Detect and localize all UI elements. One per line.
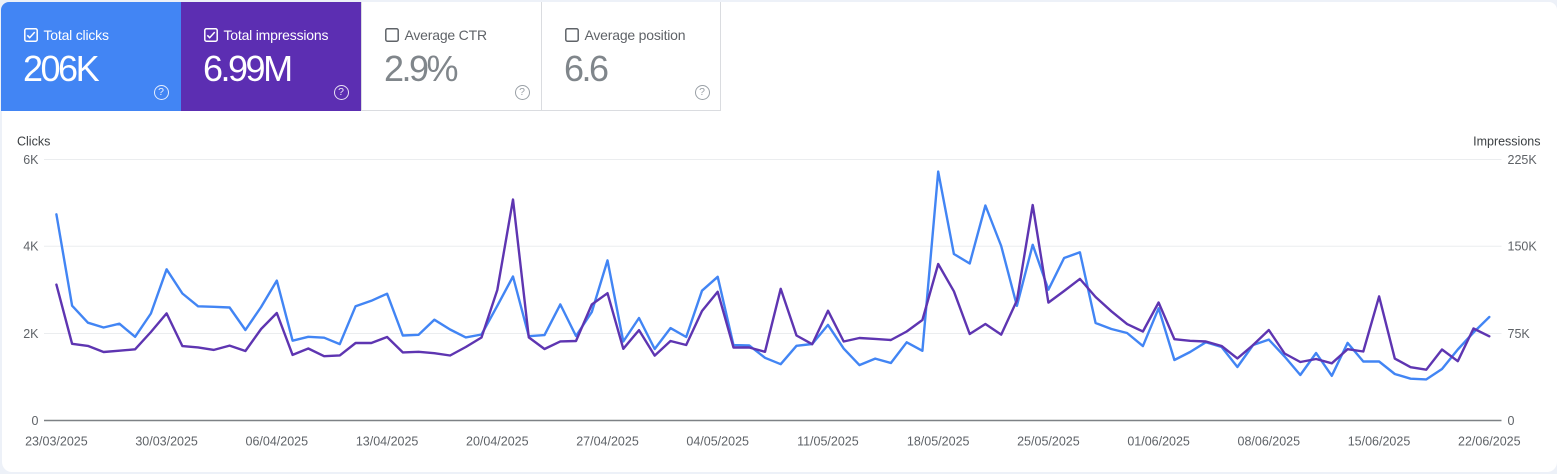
svg-text:18/05/2025: 18/05/2025 [907,434,970,448]
svg-text:6K: 6K [23,153,39,167]
svg-text:27/04/2025: 27/04/2025 [576,434,639,448]
svg-text:15/06/2025: 15/06/2025 [1348,434,1411,448]
svg-text:22/06/2025: 22/06/2025 [1458,434,1521,448]
svg-text:23/03/2025: 23/03/2025 [25,434,88,448]
svg-text:30/03/2025: 30/03/2025 [135,434,198,448]
svg-text:25/05/2025: 25/05/2025 [1017,434,1080,448]
svg-text:225K: 225K [1508,153,1538,167]
svg-text:150K: 150K [1508,240,1538,254]
svg-text:Impressions: Impressions [1473,135,1540,149]
svg-text:75K: 75K [1508,327,1531,341]
svg-text:04/05/2025: 04/05/2025 [686,434,749,448]
svg-text:4K: 4K [23,240,39,254]
svg-text:08/06/2025: 08/06/2025 [1238,434,1301,448]
svg-text:20/04/2025: 20/04/2025 [466,434,529,448]
svg-text:01/06/2025: 01/06/2025 [1127,434,1190,448]
svg-text:Clicks: Clicks [17,135,50,149]
svg-text:06/04/2025: 06/04/2025 [246,434,309,448]
svg-text:2K: 2K [23,327,39,341]
svg-text:13/04/2025: 13/04/2025 [356,434,419,448]
svg-text:11/05/2025: 11/05/2025 [797,434,859,448]
svg-text:0: 0 [1508,414,1515,428]
svg-text:0: 0 [32,414,39,428]
